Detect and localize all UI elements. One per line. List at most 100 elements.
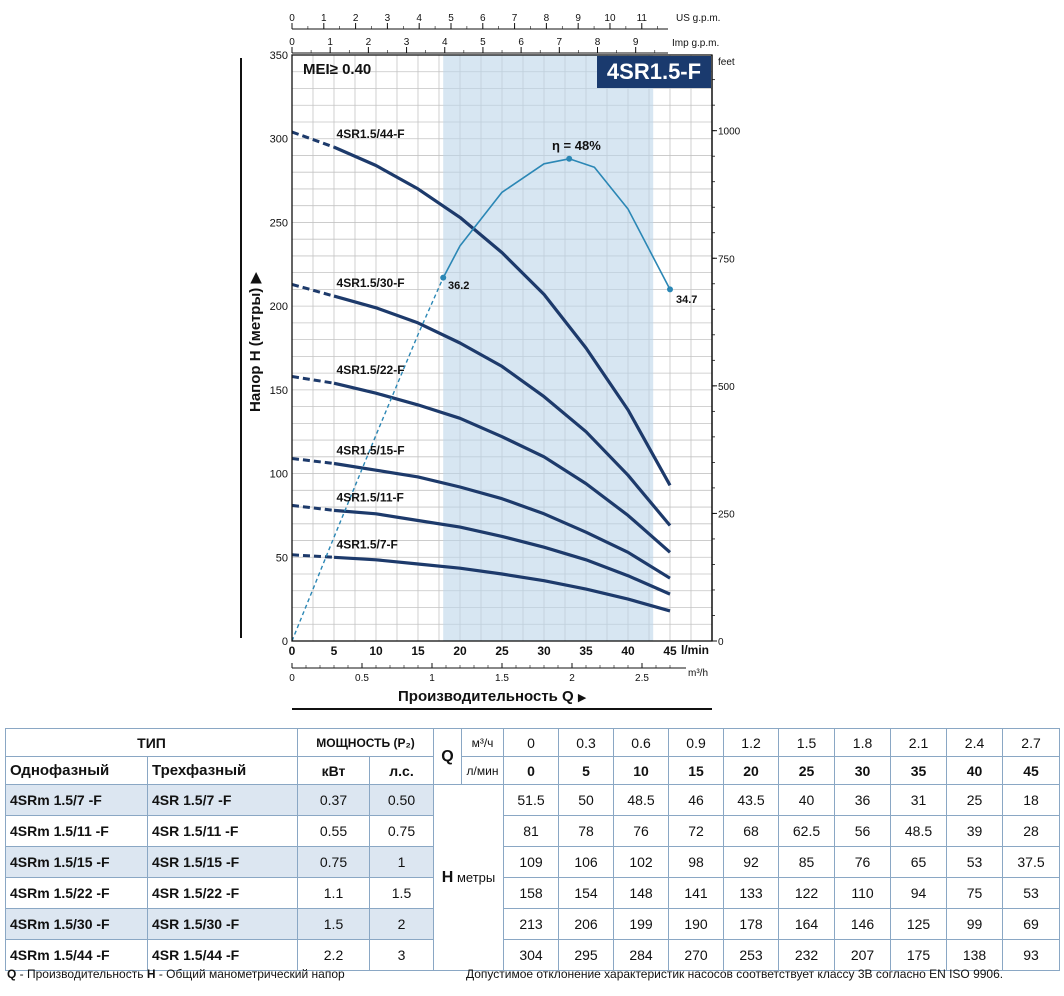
q-lmin-cell: 45 [1002, 756, 1061, 785]
head-value-cell: 158 [503, 877, 560, 909]
x-axis-arrow-icon: ▶ [577, 692, 587, 704]
q-m3h-cell: 0.9 [668, 728, 725, 757]
q-m3h-cell: 1.5 [778, 728, 836, 757]
header-kw: кВт [297, 756, 370, 785]
three-phase-model: 4SR 1.5/15 -F [147, 846, 298, 878]
header-power: МОЩНОСТЬ (P₂) [296, 728, 435, 757]
head-value-cell: 232 [778, 939, 836, 971]
head-value-cell: 76 [613, 815, 670, 847]
table-row: 4SRm 1.5/11 -F 4SR 1.5/11 -F 0.55 0.75 81 78 7… [5, 815, 1061, 847]
head-value-cell: 18 [1002, 784, 1061, 816]
power-kw: 1.1 [297, 877, 370, 909]
x-tick-label: 45 [663, 644, 677, 658]
q-lmin-cell: 0 [503, 756, 560, 785]
single-phase-model: 4SRm 1.5/11 -F [5, 815, 148, 847]
head-value-cell: 85 [778, 846, 836, 878]
footer-tolerance-note: Допустимое отклонение характеристик насо… [466, 967, 1004, 981]
single-phase-model: 4SRm 1.5/44 -F [5, 939, 148, 971]
head-value-cell: 175 [890, 939, 948, 971]
imp-gpm-tick-label: 6 [518, 37, 524, 48]
head-value-cell: 92 [723, 846, 780, 878]
y-tick-label: 150 [270, 385, 288, 397]
preferred-range-rect [443, 55, 654, 641]
series-label: 4SR1.5/44-F [337, 127, 405, 141]
imp-gpm-tick-label: 3 [404, 37, 410, 48]
feet-tick-label: 750 [718, 254, 735, 265]
x-tick-label: 40 [621, 644, 635, 658]
q-m3h-cell: 2.4 [946, 728, 1004, 757]
us-gpm-tick-label: 11 [637, 13, 648, 24]
series-label: 4SR1.5/7-F [337, 537, 398, 551]
single-phase-model: 4SRm 1.5/22 -F [5, 877, 148, 909]
table-row: 4SRm 1.5/30 -F 4SR 1.5/30 -F 1.5 2 213 206 199… [5, 908, 1061, 940]
h-label-cell: H метры [433, 784, 505, 971]
head-value-cell: 50 [558, 784, 615, 816]
x-tick-label: 10 [369, 644, 383, 658]
q-lmin-cell: 40 [946, 756, 1004, 785]
head-value-cell: 43.5 [723, 784, 780, 816]
q-lmin-cell: 35 [890, 756, 948, 785]
y-tick-label: 200 [270, 301, 288, 313]
table-row: 4SRm 1.5/7 -F 4SR 1.5/7 -F 0.37 0.50 H метры… [5, 784, 1061, 971]
x-tick-label: 25 [495, 644, 509, 658]
three-phase-model: 4SR 1.5/44 -F [147, 939, 298, 971]
x-axis-label: Производительность Q ▶ [398, 688, 586, 705]
m3h-tick-label: 1 [429, 673, 435, 684]
header-q: Q [433, 728, 463, 785]
head-value-cell: 72 [668, 815, 725, 847]
table-header-row-2: Однофазный Трехфазный кВт л.с. л/мин 0 5… [5, 756, 1061, 785]
y-tick-label: 100 [270, 469, 288, 481]
single-phase-model: 4SRm 1.5/30 -F [5, 908, 148, 940]
curve-dashed-4SR1.5/7-F [292, 553, 335, 559]
head-value-cell: 295 [558, 939, 615, 971]
preferred-range-band [443, 55, 654, 641]
efficiency-point [566, 155, 573, 162]
three-phase-model: 4SR 1.5/7 -F [147, 784, 298, 816]
head-value-cell: 62.5 [778, 815, 836, 847]
table-row: 4SRm 1.5/15 -F 4SR 1.5/15 -F 0.75 1 109 106 10… [5, 846, 1061, 878]
head-value-cell: 51.5 [503, 784, 560, 816]
power-kw: 0.75 [297, 846, 370, 878]
head-value-cell: 148 [613, 877, 670, 909]
q-lmin-cell: 20 [723, 756, 780, 785]
head-value-cell: 304 [503, 939, 560, 971]
head-value-cell: 68 [723, 815, 780, 847]
imp-gpm-tick-label: 9 [633, 37, 639, 48]
head-value-cell: 133 [723, 877, 780, 909]
series-label: 4SR1.5/22-F [337, 363, 405, 377]
m3h-tick-label: 0.5 [355, 673, 369, 684]
imp-gpm-tick-label: 5 [480, 37, 486, 48]
x-tick-label: 15 [411, 644, 425, 658]
head-value-cell: 102 [613, 846, 670, 878]
footer-q: Q [7, 967, 17, 981]
m3h-tick-label: 2.5 [635, 673, 649, 684]
power-hp: 1 [368, 846, 435, 878]
footer-h: H [146, 967, 156, 981]
head-value-cell: 39 [946, 815, 1004, 847]
q-m3h-cell: 0.3 [558, 728, 615, 757]
head-value-cell: 178 [723, 908, 780, 940]
us-gpm-tick-label: 0 [289, 13, 295, 24]
x-tick-label: 35 [579, 644, 593, 658]
us-gpm-tick-label: 9 [575, 13, 581, 24]
header-q-unit-m3h: м³/ч [461, 728, 505, 757]
curve-4SR1.5/15-F [333, 461, 671, 580]
head-value-cell: 31 [890, 784, 948, 816]
x-tick-label: 30 [537, 644, 551, 658]
performance-table: ТИП МОЩНОСТЬ (P₂) Q м³/ч 0 0.3 0.6 0.9 1… [5, 728, 1061, 971]
us-gpm-tick-label: 5 [448, 13, 454, 24]
m3h-tick-label: 2 [569, 673, 575, 684]
curve-dashed-4SR1.5/22-F [292, 375, 335, 385]
head-value-cell: 213 [503, 908, 560, 940]
q-lmin-cell: 10 [613, 756, 670, 785]
imp-gpm-tick-label: 2 [366, 37, 372, 48]
head-value-cell: 253 [723, 939, 780, 971]
efficiency-label: η = 48% [552, 138, 601, 153]
q-lmin-cell: 30 [834, 756, 892, 785]
head-value-cell: 154 [558, 877, 615, 909]
table-row: 4SRm 1.5/22 -F 4SR 1.5/22 -F 1.1 1.5 158 154 1… [5, 877, 1061, 909]
q-lmin-cell: 25 [778, 756, 836, 785]
efficiency-point [440, 274, 447, 281]
head-value-cell: 81 [503, 815, 560, 847]
